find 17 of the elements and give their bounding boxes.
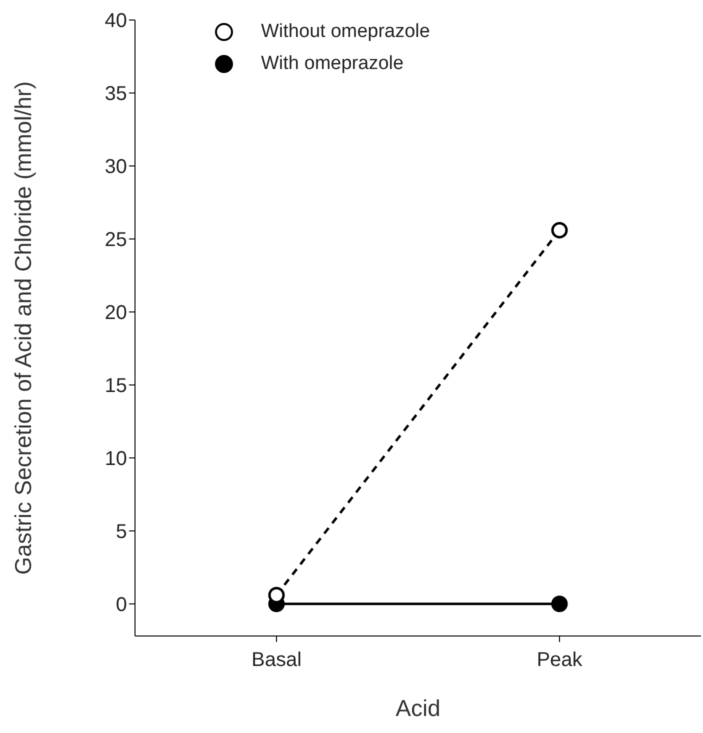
- y-tick-label: 30: [104, 156, 127, 178]
- y-tick-label: 10: [104, 448, 127, 470]
- legend-label: With omeprazole: [261, 52, 404, 76]
- x-axis-title: Acid: [396, 695, 440, 721]
- y-tick-label: 40: [104, 10, 127, 32]
- y-tick-label: 35: [104, 83, 127, 106]
- y-tick-label: 20: [104, 302, 127, 324]
- x-tick-label: Basal: [251, 649, 302, 672]
- legend-label: Without omeprazole: [261, 20, 430, 44]
- point: [551, 596, 568, 612]
- y-tick-label: 15: [104, 375, 127, 398]
- point: [551, 222, 568, 238]
- y-tick-label: 0: [116, 594, 127, 616]
- y-tick-label: 25: [104, 229, 127, 252]
- y-tick-label: 5: [116, 521, 127, 543]
- x-tick-label: Peak: [536, 649, 584, 672]
- y-axis-title: Gastric Secretion of Acid and Chloride (mmol/hr): [10, 81, 36, 575]
